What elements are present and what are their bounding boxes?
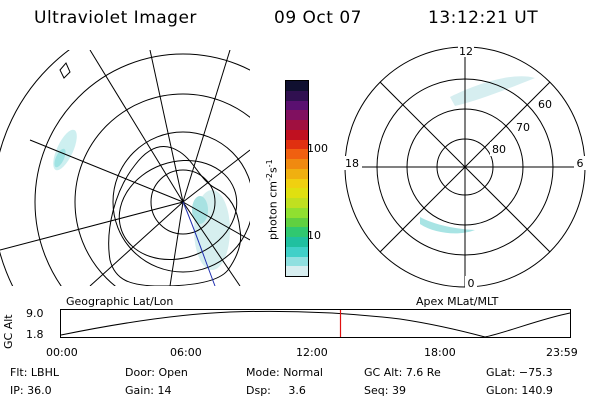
colorbar-swatch xyxy=(286,90,308,101)
mlt-0-label: 0 xyxy=(468,277,475,290)
lat-70-label: 70 xyxy=(516,121,530,134)
colorbar-swatch xyxy=(286,129,308,140)
timeline-ymin: 1.8 xyxy=(26,328,44,341)
colorbar-tick-100: 100 xyxy=(307,142,328,155)
timeline-ymax: 9.0 xyxy=(26,307,44,320)
info-gc-alt: GC Alt: 7.6 Re xyxy=(364,366,441,379)
timeline-tick-0000: 00:00 xyxy=(46,346,78,359)
colorbar-swatch xyxy=(286,237,308,247)
colorbar-swatch xyxy=(286,256,308,267)
colorbar-swatch xyxy=(286,246,308,257)
colorbar-unit-label: photon cm-2s-1 xyxy=(265,159,280,240)
colorbar-swatch xyxy=(286,227,308,237)
geographic-label: Geographic Lat/Lon xyxy=(66,295,174,308)
colorbar-swatch xyxy=(286,81,308,91)
timeline-tick-1200: 12:00 xyxy=(296,346,328,359)
polar-plot: 12 18 6 0 60 70 80 xyxy=(344,45,588,290)
info-seq: Seq: 39 xyxy=(364,384,406,397)
info-glat: GLat: −75.3 xyxy=(486,366,553,379)
mlt-6-label: 6 xyxy=(577,157,584,170)
colorbar xyxy=(285,80,309,277)
colorbar-swatch xyxy=(286,110,308,120)
instrument-title: Ultraviolet Imager xyxy=(34,8,197,28)
timeline-ylabel: GC Alt xyxy=(2,314,15,349)
colorbar-swatch xyxy=(286,188,308,198)
colorbar-swatch xyxy=(286,217,308,228)
colorbar-swatch xyxy=(286,198,308,208)
info-door: Door: Open xyxy=(125,366,188,379)
colorbar-swatch xyxy=(286,149,308,159)
lat-80-label: 80 xyxy=(492,143,506,156)
info-gain: Gain: 14 xyxy=(125,384,172,397)
colorbar-swatch xyxy=(286,139,308,150)
colorbar-swatch xyxy=(286,178,308,189)
info-flt: Flt: LBHL xyxy=(10,366,59,379)
colorbar-swatch xyxy=(286,100,308,111)
colorbar-swatch xyxy=(286,266,308,276)
geographic-map xyxy=(0,50,250,286)
colorbar-swatch xyxy=(286,207,308,218)
colorbar-tick-10: 10 xyxy=(307,229,321,242)
info-dsp: Dsp: 3.6 xyxy=(246,384,306,397)
info-glon: GLon: 140.9 xyxy=(486,384,553,397)
timeline-tick-2359: 23:59 xyxy=(546,346,578,359)
colorbar-swatch xyxy=(286,159,308,169)
time-label: 13:12:21 UT xyxy=(428,8,539,28)
date-label: 09 Oct 07 xyxy=(274,8,362,28)
lat-60-label: 60 xyxy=(538,98,552,111)
mlt-18-label: 18 xyxy=(345,157,359,170)
info-mode: Mode: Normal xyxy=(246,366,323,379)
timeline-plot xyxy=(60,309,571,338)
mlt-12-label: 12 xyxy=(459,45,473,58)
colorbar-swatch xyxy=(286,168,308,179)
info-ip: IP: 36.0 xyxy=(10,384,52,397)
apex-label: Apex MLat/MLT xyxy=(416,295,499,308)
timeline-tick-0600: 06:00 xyxy=(170,346,202,359)
timeline-tick-1800: 18:00 xyxy=(424,346,456,359)
colorbar-swatch xyxy=(286,120,308,130)
